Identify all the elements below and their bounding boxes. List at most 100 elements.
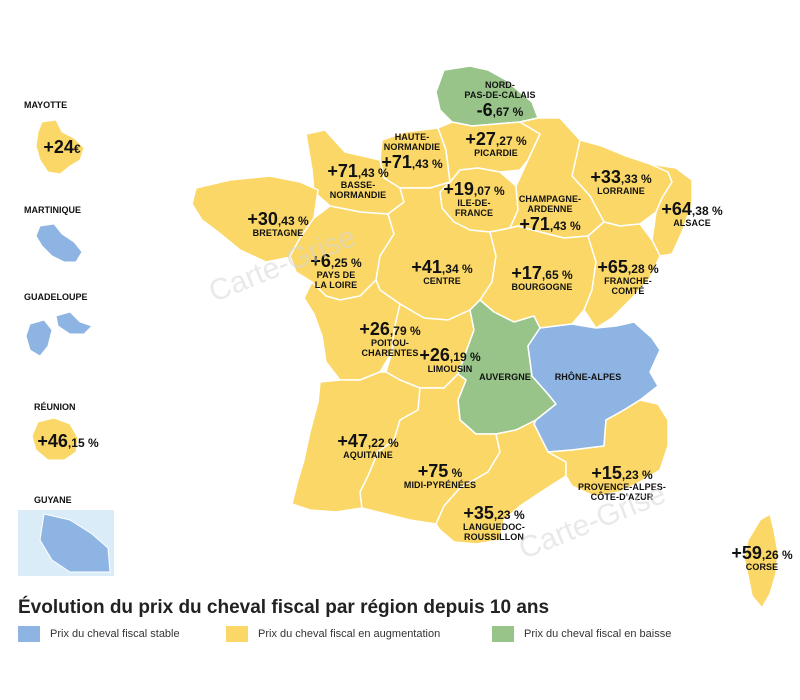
region-value: +17,65 %	[511, 264, 572, 282]
overseas-shape-guadeloupe[interactable]	[25, 311, 93, 357]
region-value: +35,23 %	[463, 504, 525, 522]
region-name-line: PICARDIE	[474, 148, 518, 158]
region-name-line: CHAMPAGNE-	[518, 194, 582, 204]
region-name: CENTRE	[411, 276, 472, 286]
region-name-line: RHÔNE-ALPES	[554, 372, 622, 382]
region-name: AQUITAINE	[337, 450, 398, 460]
value-main: +30	[247, 209, 278, 229]
value-decimal: ,23 %	[621, 468, 653, 482]
value-main: +33	[590, 167, 621, 187]
overseas-title-reunion: RÉUNION	[34, 402, 76, 412]
region-value: +15,23 %	[578, 464, 666, 482]
value-main: +41	[411, 257, 442, 277]
region-name-line: LIMOUSIN	[427, 364, 473, 374]
region-name: HAUTE- NORMANDIE	[381, 132, 442, 153]
region-shape-corse[interactable]	[743, 513, 779, 609]
value-decimal: ,23 %	[493, 508, 525, 522]
region-name: ILE-DE- FRANCE	[443, 198, 504, 219]
region-name-line: POITOU-	[370, 338, 410, 348]
region-label-midi-pyrenees: +75 % MIDI-PYRÉNÉES	[404, 462, 476, 490]
region-value: +30,43 %	[247, 210, 308, 228]
region-value: +24€	[43, 138, 80, 156]
region-name-line: FRANCHE-	[604, 276, 652, 286]
region-value: +41,34 %	[411, 258, 472, 276]
region-shape-paca[interactable]	[547, 399, 669, 497]
region-value: +64,38 %	[661, 200, 722, 218]
region-value: +19,07 %	[443, 180, 504, 198]
value-decimal: ,19 %	[449, 350, 481, 364]
value-decimal: ,43 %	[411, 156, 443, 171]
region-name-line: NORMANDIE	[329, 190, 387, 201]
region-name-line: BOURGOGNE	[511, 282, 573, 292]
region-value: +65,28 %	[597, 258, 658, 276]
region-name: PAYS DE LA LOIRE	[310, 270, 361, 291]
region-name: LANGUEDOC- ROUSSILLON	[463, 522, 525, 543]
overseas-title-guadeloupe: GUADELOUPE	[24, 292, 88, 302]
region-value: +75 %	[404, 462, 476, 480]
value-main: +17	[511, 263, 542, 283]
region-name: AUVERGNE	[479, 372, 531, 382]
region-name-line: HAUTE-	[394, 132, 430, 142]
region-value: +6,25 %	[310, 252, 361, 270]
region-name: MIDI-PYRÉNÉES	[404, 480, 476, 490]
region-label-languedoc: +35,23 % LANGUEDOC- ROUSSILLON	[463, 504, 525, 543]
region-name-line: AUVERGNE	[479, 372, 531, 382]
region-name: PROVENCE-ALPES- CÔTE-D'AZUR	[578, 482, 666, 503]
region-label-lorraine: +33,33 % LORRAINE	[590, 168, 651, 196]
region-name-line: BRETAGNE	[252, 228, 304, 238]
region-label-limousin: +26,19 % LIMOUSIN	[419, 346, 480, 374]
region-name: RHÔNE-ALPES	[555, 372, 622, 382]
legend-label-decrease: Prix du cheval fiscal en baisse	[524, 628, 672, 640]
legend: Prix du cheval fiscal stable Prix du che…	[18, 626, 671, 642]
overseas-title-martinique: MARTINIQUE	[24, 205, 81, 215]
region-label-picardie: +27,27 % PICARDIE	[465, 130, 526, 158]
region-label-poitou-charentes: +26,79 % POITOU- CHARENTES	[359, 320, 420, 359]
legend-item-increase: Prix du cheval fiscal en augmentation	[226, 626, 492, 642]
region-value: +26,79 %	[359, 320, 420, 338]
overseas-shape-reunion[interactable]	[31, 417, 79, 461]
region-label-auvergne: AUVERGNE	[479, 372, 531, 382]
region-name: BRETAGNE	[247, 228, 308, 238]
value-main: +71	[381, 151, 412, 172]
value-main: +59	[731, 543, 762, 563]
region-shape-franche-comte[interactable]	[583, 221, 661, 329]
value-decimal: ,22 %	[367, 436, 399, 450]
value-decimal: ,28 %	[627, 262, 659, 276]
value-main: +15	[591, 463, 622, 483]
region-shape-languedoc[interactable]	[435, 419, 567, 545]
region-value: +27,27 %	[465, 130, 526, 148]
region-name-line: ARDENNE	[527, 204, 573, 215]
region-name: CHAMPAGNE- ARDENNE	[519, 194, 581, 215]
region-name: NORD- PAS-DE-CALAIS	[464, 80, 535, 101]
value-decimal: ,34 %	[441, 262, 473, 276]
value-main: +35	[463, 503, 494, 523]
value-main: +6	[310, 251, 331, 271]
legend-label-increase: Prix du cheval fiscal en augmentation	[258, 628, 441, 640]
region-value: +71,43 %	[519, 215, 581, 233]
region-label-nord: NORD- PAS-DE-CALAIS -6,67 %	[464, 80, 535, 119]
legend-item-stable: Prix du cheval fiscal stable	[18, 626, 226, 642]
region-name-line: ROUSSILLON	[463, 532, 524, 543]
region-value: +47,22 %	[337, 432, 398, 450]
region-label-ile-de-france: +19,07 % ILE-DE- FRANCE	[443, 180, 504, 219]
value-main: +71	[519, 213, 550, 234]
value-main: +71	[327, 161, 358, 181]
legend-swatch-increase	[226, 626, 248, 642]
region-label-corse: +59,26 % CORSE	[731, 544, 792, 572]
region-name-line: ILE-DE-	[457, 198, 491, 208]
legend-item-decrease: Prix du cheval fiscal en baisse	[492, 626, 671, 642]
region-name-line: NORD-	[484, 80, 515, 90]
value-main: +47	[337, 431, 368, 451]
value-decimal: ,79 %	[389, 324, 421, 338]
region-name-line: CHARENTES	[361, 348, 419, 359]
value-decimal: ,07 %	[473, 184, 505, 198]
region-label-rhone-alpes: RHÔNE-ALPES	[555, 372, 622, 382]
region-name: BASSE- NORMANDIE	[327, 180, 388, 201]
overseas-shape-guyane[interactable]	[39, 513, 111, 573]
value-decimal: ,27 %	[495, 134, 527, 148]
region-label-alsace: +64,38 % ALSACE	[661, 200, 722, 228]
overseas-shape-mayotte[interactable]	[35, 119, 85, 175]
region-value: -6,67 %	[464, 101, 535, 119]
overseas-shape-martinique[interactable]	[35, 223, 83, 263]
